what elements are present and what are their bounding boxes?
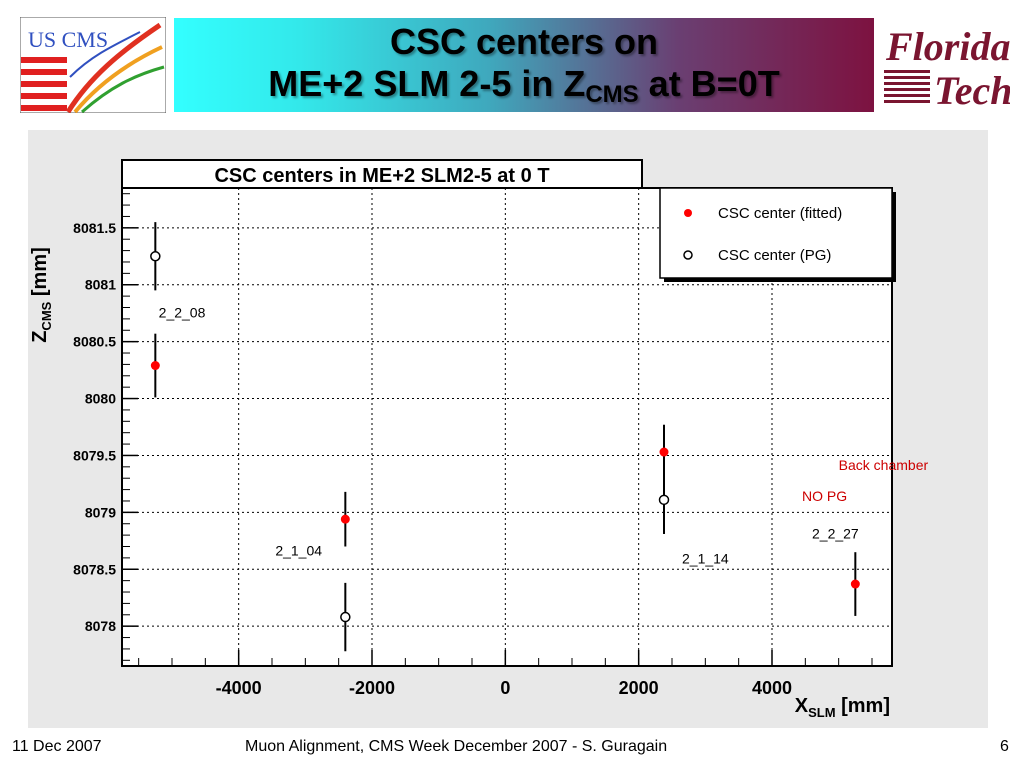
y-axis-title-sub: CMS [39, 301, 54, 330]
y-tick-label: 8080.5 [73, 334, 116, 350]
logo-right-line2: Tech [934, 68, 1010, 112]
logo-left-text: US CMS [28, 27, 108, 52]
y-axis-title-unit: [mm] [29, 247, 51, 301]
axis-ticks [122, 193, 873, 666]
y-tick-label: 8079 [85, 504, 116, 520]
legend-pg-marker [683, 250, 693, 260]
title-banner [174, 18, 874, 112]
x-axis-title-main: X [795, 695, 809, 717]
annotation-label: 2_2_08 [159, 305, 206, 321]
footer-center: Muon Alignment, CMS Week December 2007 -… [245, 738, 668, 755]
y-tick-label: 8079.5 [73, 447, 116, 463]
annotation-label: NO PG [802, 488, 847, 504]
y-tick-label: 8081 [85, 277, 116, 293]
data-point-pg [150, 251, 161, 262]
slide-title-line2: ME+2 SLM 2-5 in ZCMS at B=0T [174, 63, 874, 108]
chart: -4000 -2000 0 2000 4000 8078 8078.5 8079 8079.5 8… [29, 159, 929, 720]
x-axis-title-sub: SLM [808, 705, 835, 720]
y-axis-title-main: Z [29, 331, 51, 343]
title-line2-suffix: at B=0T [638, 63, 780, 104]
annotation-label: 2_2_27 [812, 526, 859, 542]
data-point-fitted [850, 579, 860, 589]
slide-title-line1: CSC centers on [389, 21, 659, 62]
legend-fitted-label: CSC center (fitted) [718, 205, 842, 222]
x-tick-label: 2000 [619, 678, 659, 698]
annotations: 2_2_08 2_1_04 2_1_14 2_2_27 Back chamber NO P… [159, 305, 929, 567]
us-cms-logo: US CMS [20, 17, 166, 113]
x-tick-label: 4000 [752, 678, 792, 698]
tick-labels: -4000 -2000 0 2000 4000 8078 8078.5 8079 8079.5 8… [73, 220, 792, 698]
y-tick-label: 8078.5 [73, 561, 116, 577]
legend-pg-label: CSC center (PG) [718, 247, 831, 264]
y-tick-label: 8081.5 [73, 220, 116, 236]
data-point-pg [340, 611, 351, 623]
footer-page: 6 [1000, 738, 1009, 755]
slide-title: CSC centers on ME+2 SLM 2-5 in ZCMS at B… [174, 18, 874, 112]
legend-box [659, 187, 893, 279]
data-point-fitted [150, 361, 160, 371]
chart-title: CSC centers in ME+2 SLM2-5 at 0 T [214, 165, 549, 187]
annotation-label: 2_1_04 [275, 543, 322, 559]
x-tick-label: 0 [500, 678, 510, 698]
x-tick-label: -2000 [349, 678, 395, 698]
data-point-fitted [340, 514, 350, 524]
footer-date: 11 Dec 2007 [12, 738, 102, 755]
plot-panel: -4000 -2000 0 2000 4000 8078 8078.5 8079 8079.5 8… [28, 130, 988, 728]
annotation-label: Back chamber [839, 457, 929, 473]
title-line2-prefix: ME+2 SLM 2-5 in Z [268, 63, 586, 104]
legend: CSC center (fitted) CSC center (PG) [659, 187, 896, 282]
data-point-pg [658, 494, 670, 506]
legend-fitted-marker [684, 209, 692, 217]
x-tick-label: -4000 [216, 678, 262, 698]
x-axis-title: XSLM [mm] [795, 695, 890, 720]
x-axis-title-unit: [mm] [836, 695, 890, 717]
chart-title-box [121, 159, 643, 189]
data-point-fitted [659, 447, 669, 457]
annotation-label: 2_1_14 [682, 551, 729, 567]
data-points [150, 222, 860, 652]
title-line2-sub: CMS [585, 81, 639, 108]
y-axis-title: ZCMS [mm] [29, 247, 54, 343]
logo-right-line1: Florida [885, 24, 1010, 69]
florida-tech-logo: Florida Tech [880, 16, 1010, 112]
y-tick-label: 8080 [85, 391, 116, 407]
y-tick-label: 8078 [85, 618, 116, 634]
